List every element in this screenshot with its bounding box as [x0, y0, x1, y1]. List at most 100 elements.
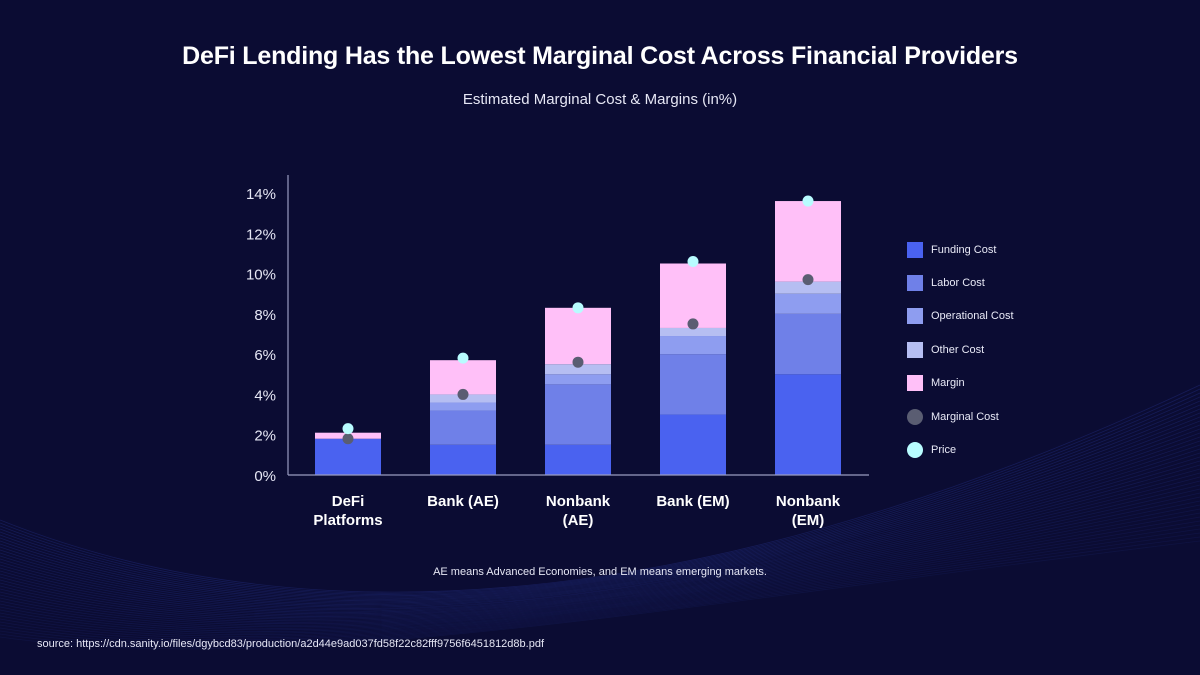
wave-line — [0, 412, 1200, 602]
bar-segment-funding — [660, 414, 726, 475]
wave-line — [0, 532, 1200, 646]
chart-title: DeFi Lending Has the Lowest Marginal Cos… — [182, 42, 1018, 70]
legend-item-marginal-cost: Marginal Cost — [907, 400, 1014, 433]
legend-swatch-price — [907, 442, 923, 459]
bar-segment-other — [775, 281, 841, 294]
bar-segment-margin — [430, 360, 496, 395]
x-tick-label: Bank (EM) — [656, 493, 729, 510]
wave-line — [0, 480, 1200, 625]
wave-line — [0, 476, 1200, 623]
y-tick-label: 0% — [254, 468, 276, 485]
y-tick-label: 12% — [246, 226, 276, 243]
marker-price — [572, 302, 584, 314]
bar-segment-funding — [315, 438, 381, 475]
legend-item-labor: Labor Cost — [907, 266, 1014, 299]
legend-label: Other Cost — [931, 343, 985, 356]
marker-marginal-cost — [802, 274, 814, 286]
y-tick-label: 2% — [254, 428, 276, 445]
legend-swatch-labor — [907, 275, 923, 292]
wave-line — [0, 448, 1200, 613]
y-tick-label: 8% — [254, 307, 276, 324]
bar-segment-funding — [545, 444, 611, 475]
wave-line — [0, 408, 1200, 600]
wave-line — [0, 392, 1200, 595]
wave-line — [0, 452, 1200, 615]
x-tick-label: Nonbank — [776, 493, 841, 510]
y-tick-label: 14% — [246, 186, 276, 203]
wave-line — [0, 468, 1200, 620]
legend-swatch-margin — [907, 375, 923, 392]
wave-line — [0, 492, 1200, 629]
wave-line — [0, 508, 1200, 636]
bar-segment-other — [660, 327, 726, 337]
wave-line — [0, 500, 1200, 632]
x-tick-label: (EM) — [792, 512, 825, 529]
legend-swatch-operational — [907, 308, 923, 325]
wave-line — [0, 520, 1200, 641]
wave-line — [0, 404, 1200, 599]
wave-line — [0, 472, 1200, 622]
legend-item-other: Other Cost — [907, 333, 1014, 366]
bar-segment-operational — [660, 336, 726, 355]
x-tick-label: Nonbank — [546, 493, 611, 510]
bar-segment-operational — [775, 293, 841, 314]
legend-swatch-other — [907, 341, 923, 358]
source-link[interactable]: source: https://cdn.sanity.io/files/dgyb… — [37, 638, 545, 650]
wave-line — [0, 540, 1200, 650]
marker-marginal-cost — [342, 433, 354, 445]
wave-line — [0, 456, 1200, 616]
wave-line — [0, 400, 1200, 598]
wave-line — [0, 396, 1200, 597]
legend-item-margin: Margin — [907, 367, 1014, 400]
wave-line — [0, 464, 1200, 619]
x-tick-label: DeFi — [332, 493, 365, 510]
marker-price — [687, 255, 699, 267]
wave-line — [0, 440, 1200, 611]
wave-line — [0, 524, 1200, 642]
wave-line — [0, 416, 1200, 603]
wave-line — [0, 444, 1200, 612]
wave-line — [0, 504, 1200, 634]
bar-segment-labor — [545, 384, 611, 445]
bar-segment-funding — [775, 374, 841, 475]
marker-price — [802, 195, 814, 207]
bar-segment-operational — [545, 374, 611, 385]
wave-line — [0, 420, 1200, 604]
bar-segment-labor — [775, 313, 841, 375]
wave-line — [0, 484, 1200, 626]
legend: Funding Cost Labor Cost Operational Cost… — [907, 233, 1014, 467]
legend-label: Price — [931, 444, 957, 457]
x-tick-label: (AE) — [563, 512, 594, 529]
y-tick-label: 6% — [254, 347, 276, 364]
wave-line — [0, 536, 1200, 648]
x-tick-label: Bank (AE) — [427, 493, 499, 510]
legend-label: Marginal Cost — [931, 410, 999, 423]
legend-item-funding: Funding Cost — [907, 233, 1014, 266]
legend-swatch-funding — [907, 241, 923, 258]
wave-line — [0, 436, 1200, 609]
marker-marginal-cost — [572, 356, 584, 368]
bar-segment-labor — [430, 410, 496, 445]
chart-subtitle: Estimated Marginal Cost & Margins (in%) — [462, 91, 738, 108]
wave-line — [0, 384, 1200, 593]
x-tick-label: Platforms — [313, 512, 382, 529]
wave-line — [0, 496, 1200, 631]
legend-label: Operational Cost — [931, 310, 1014, 323]
wave-line — [0, 488, 1200, 628]
legend-swatch-marginal-cost — [907, 408, 923, 425]
bar-segment-labor — [660, 354, 726, 415]
wave-line — [0, 528, 1200, 644]
wave-line — [0, 516, 1200, 639]
bar-segment-margin — [660, 263, 726, 328]
wave-line — [0, 460, 1200, 617]
wave-line — [0, 428, 1200, 607]
legend-label: Margin — [931, 377, 965, 390]
bar-segment-margin — [775, 201, 841, 282]
wave-line — [0, 432, 1200, 608]
marker-price — [457, 352, 469, 364]
wave-line — [0, 424, 1200, 605]
footnote: AE means Advanced Economies, and EM mean… — [433, 566, 767, 578]
bar-segment-funding — [430, 444, 496, 475]
